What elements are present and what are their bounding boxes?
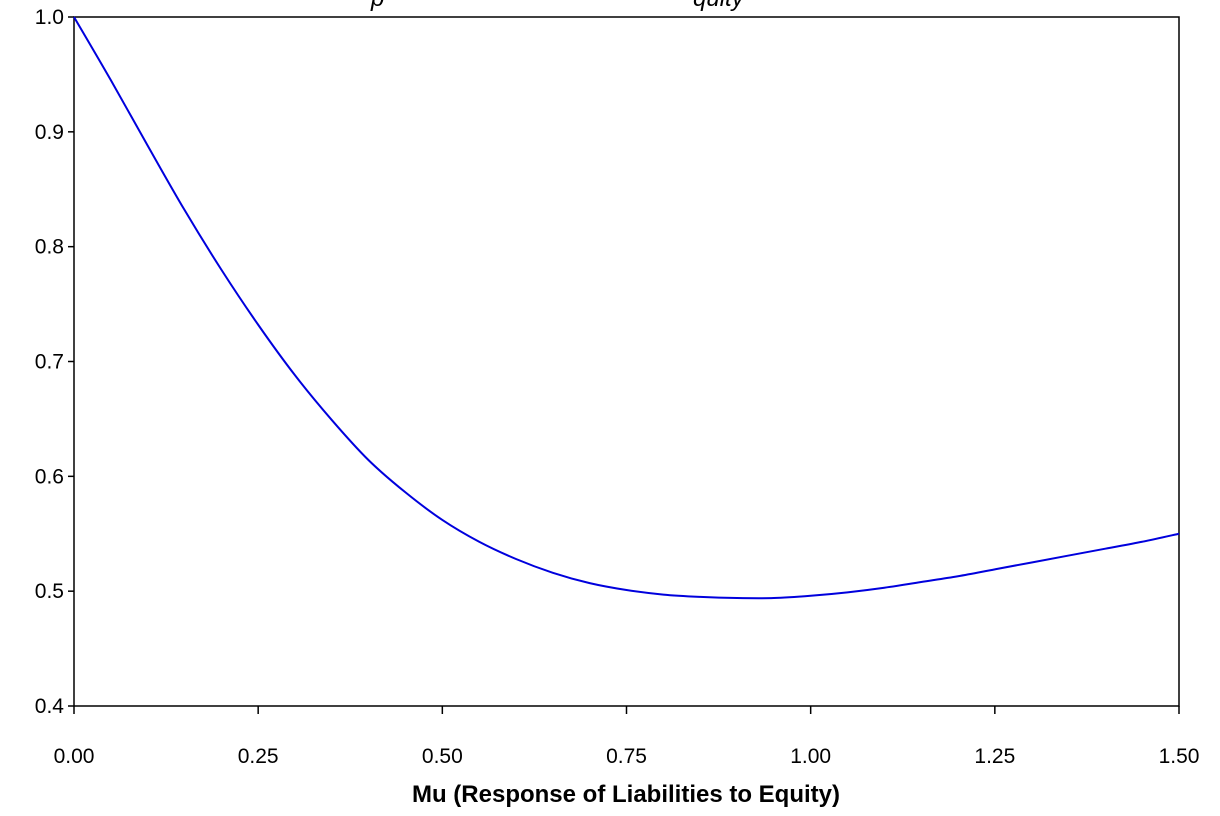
y-tick-label: 0.5 <box>35 580 64 603</box>
chart-title-end: quity <box>693 0 746 12</box>
chart-title: p <box>370 0 384 12</box>
x-tick-label: 0.00 <box>54 745 95 768</box>
y-tick-label: 0.6 <box>35 465 64 488</box>
x-axis: 0.00 0.25 0.50 0.75 1.00 1.25 1.50 <box>54 706 1200 768</box>
y-tick-label: 1.0 <box>35 6 64 29</box>
x-tick-label: 0.75 <box>606 745 647 768</box>
y-tick-label: 0.4 <box>35 695 65 718</box>
series-line <box>73 16 1180 600</box>
x-tick-label: 1.00 <box>790 745 831 768</box>
y-tick-label: 0.9 <box>35 121 64 144</box>
x-axis-title: Mu (Response of Liabilities to Equity) <box>412 781 840 808</box>
y-axis: 0.4 0.5 0.6 0.7 0.8 0.9 1.0 <box>35 6 74 718</box>
x-tick-label: 0.25 <box>238 745 279 768</box>
y-tick-label: 0.7 <box>35 351 64 374</box>
x-tick-label: 1.25 <box>974 745 1015 768</box>
series-layer <box>73 16 1180 600</box>
plot-area <box>73 16 1180 707</box>
x-tick-label: 0.50 <box>422 745 463 768</box>
x-tick-label: 1.50 <box>1159 745 1200 768</box>
y-tick-label: 0.8 <box>35 236 64 259</box>
